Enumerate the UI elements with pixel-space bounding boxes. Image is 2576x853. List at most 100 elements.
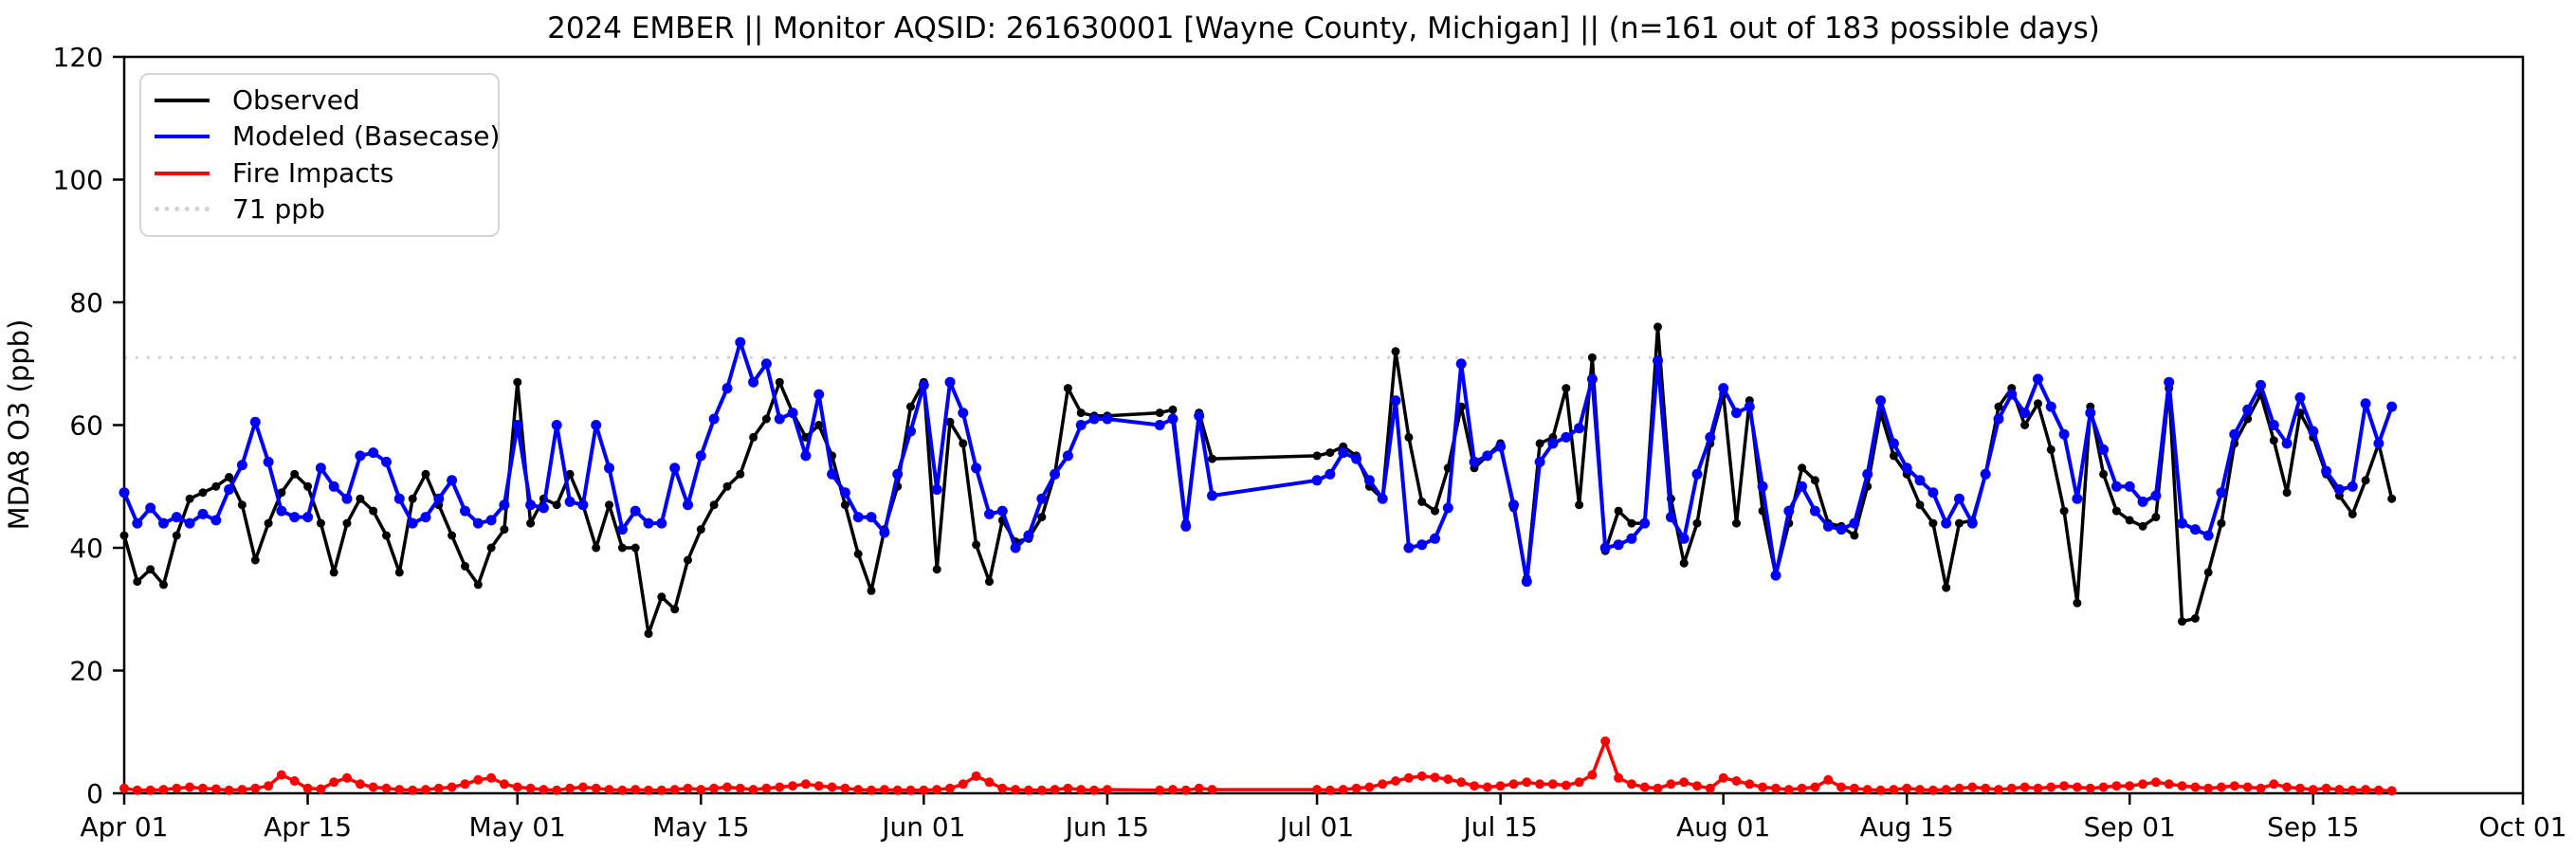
series-point bbox=[2138, 779, 2148, 789]
series-point bbox=[1167, 413, 1178, 425]
series-point bbox=[617, 543, 627, 553]
legend-item: 71 ppb bbox=[155, 191, 484, 227]
series-point bbox=[814, 421, 824, 429]
y-tick-label: 60 bbox=[69, 410, 103, 442]
series-point bbox=[2229, 428, 2240, 440]
series-point bbox=[1718, 383, 1729, 394]
series-point bbox=[1850, 531, 1859, 540]
series-point bbox=[211, 481, 221, 491]
series-point bbox=[1731, 408, 1742, 419]
series-point bbox=[827, 468, 838, 480]
x-tick-label: Jul 15 bbox=[1461, 811, 1537, 843]
x-tick-label: Aug 15 bbox=[1860, 811, 1954, 843]
series-point bbox=[971, 771, 981, 781]
series-point bbox=[2150, 777, 2161, 788]
series-point bbox=[944, 376, 956, 388]
series-point bbox=[813, 781, 824, 791]
series-point bbox=[2269, 436, 2278, 445]
series-point bbox=[722, 481, 732, 491]
legend-line-sample bbox=[155, 99, 210, 103]
series-point bbox=[1338, 785, 1348, 795]
series-point bbox=[237, 500, 247, 510]
series-point bbox=[1574, 777, 1584, 788]
series-point bbox=[1666, 779, 1676, 789]
series-point bbox=[329, 568, 338, 577]
legend-line-sample bbox=[155, 135, 210, 139]
y-tick-label: 20 bbox=[69, 656, 103, 687]
series-point bbox=[486, 543, 496, 553]
series-point bbox=[1168, 405, 1178, 414]
series-point bbox=[1416, 539, 1428, 551]
series-point bbox=[145, 502, 156, 514]
series-point bbox=[1966, 517, 1978, 529]
series-point bbox=[996, 505, 1008, 517]
series-point bbox=[1614, 506, 1623, 516]
series-point bbox=[1626, 533, 1637, 544]
series-point bbox=[1076, 408, 1086, 418]
series-point bbox=[473, 580, 483, 590]
series-point bbox=[210, 515, 222, 526]
series-point bbox=[1653, 322, 1662, 332]
series-point bbox=[1981, 783, 1991, 793]
series-point bbox=[2124, 481, 2135, 492]
x-tick-label: May 01 bbox=[469, 811, 566, 843]
series-point bbox=[1613, 539, 1624, 551]
series-point bbox=[644, 785, 653, 795]
series-point bbox=[1207, 785, 1217, 795]
series-point bbox=[1678, 533, 1690, 544]
series-point bbox=[277, 488, 286, 498]
series-point bbox=[158, 785, 169, 795]
series-point bbox=[539, 785, 549, 795]
series-point bbox=[342, 518, 352, 528]
series-point bbox=[1561, 431, 1572, 443]
series-point bbox=[512, 420, 523, 430]
series-point bbox=[2386, 401, 2398, 412]
x-tick-label: Apr 01 bbox=[81, 811, 169, 843]
series-point bbox=[1732, 518, 1741, 528]
series-point bbox=[669, 463, 681, 474]
x-tick-label: Sep 15 bbox=[2267, 811, 2359, 843]
series-point bbox=[1770, 570, 1781, 581]
series-point bbox=[1508, 779, 1519, 789]
series-point bbox=[1862, 785, 1873, 795]
series-point bbox=[565, 783, 575, 793]
series-point bbox=[997, 783, 1008, 793]
series-point bbox=[971, 463, 982, 474]
series-point bbox=[2386, 786, 2397, 796]
series-point bbox=[2190, 782, 2201, 792]
series-point bbox=[1470, 781, 1479, 791]
series-point bbox=[2177, 781, 2187, 791]
series-point bbox=[761, 783, 772, 793]
series-point bbox=[460, 505, 470, 517]
series-point bbox=[2177, 517, 2187, 529]
series-point bbox=[1771, 783, 1781, 793]
series-point bbox=[250, 555, 260, 565]
series-point bbox=[329, 777, 339, 788]
series-point bbox=[315, 463, 326, 474]
series-point bbox=[2348, 509, 2357, 518]
series-point bbox=[2217, 782, 2226, 792]
series-point bbox=[526, 518, 536, 528]
series-point bbox=[2229, 781, 2239, 791]
series-point bbox=[932, 565, 941, 574]
series-point bbox=[290, 469, 300, 479]
series-point bbox=[1888, 438, 1899, 449]
series-point bbox=[722, 782, 732, 792]
series-point bbox=[525, 783, 536, 793]
series-point bbox=[2361, 785, 2371, 795]
series-point bbox=[408, 494, 417, 503]
series-point bbox=[276, 505, 287, 517]
series-point bbox=[485, 515, 497, 526]
series-point bbox=[1063, 783, 1073, 793]
series-point bbox=[1442, 502, 1453, 514]
series-point bbox=[460, 779, 470, 789]
series-point bbox=[1311, 475, 1323, 486]
series-point bbox=[421, 785, 430, 795]
series-point bbox=[1194, 410, 1205, 422]
series-point bbox=[1822, 520, 1834, 532]
series-line-observed bbox=[122, 325, 2394, 636]
series-point bbox=[1653, 355, 1663, 366]
series-point bbox=[840, 783, 850, 793]
series-point bbox=[198, 783, 208, 793]
series-point bbox=[958, 408, 969, 419]
